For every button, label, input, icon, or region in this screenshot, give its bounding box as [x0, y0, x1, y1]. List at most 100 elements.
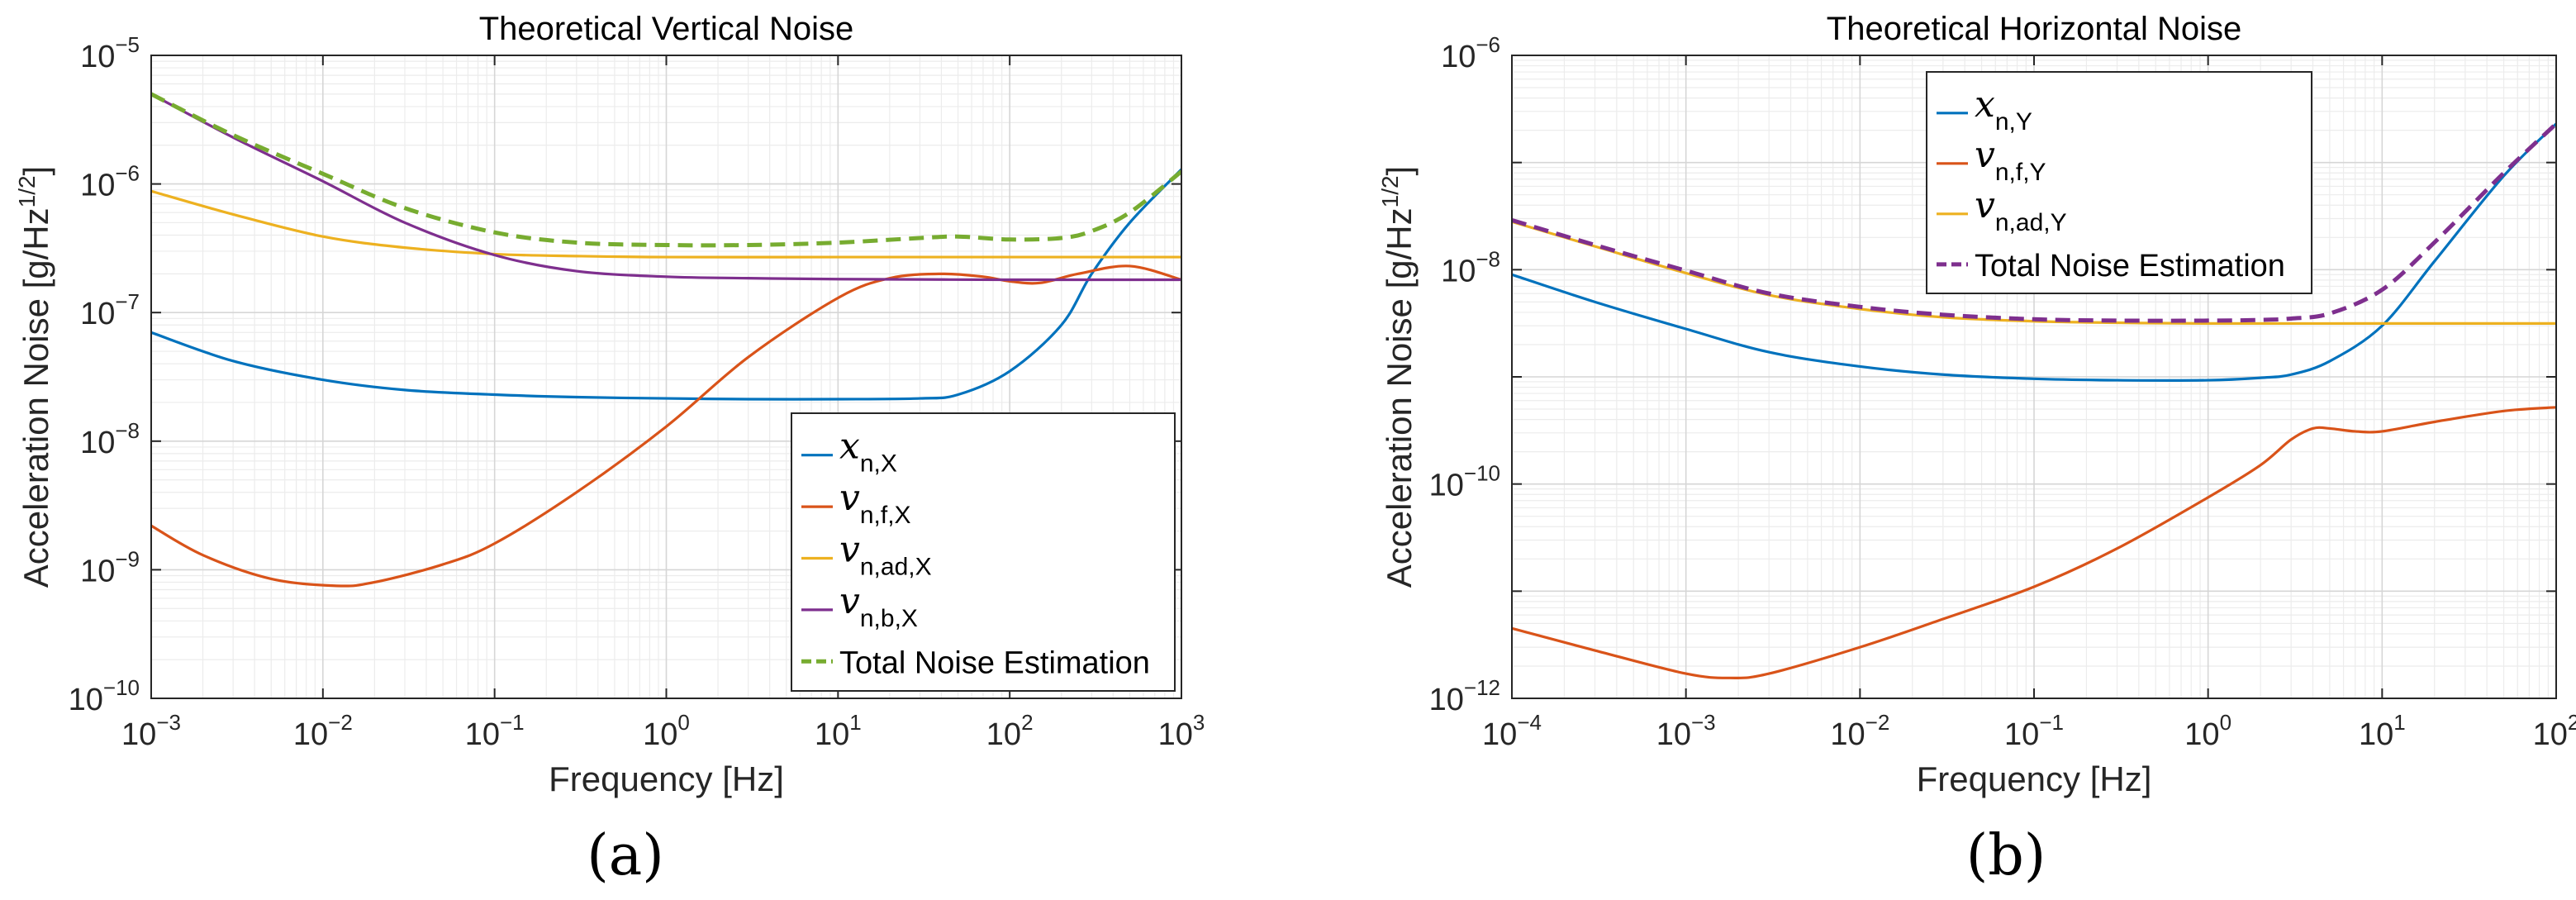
- legend-item: Total Noise Estimation: [801, 645, 1150, 680]
- y-label-exponent: 1/2: [14, 175, 40, 207]
- y-label-exponent: 1/2: [1377, 175, 1403, 207]
- tick-base: 10: [1429, 469, 1464, 503]
- tick-exponent: 1: [849, 710, 861, 735]
- legend-box: [791, 412, 1176, 692]
- y-label-main: Acceleration Noise [g/Hz: [17, 207, 55, 588]
- series-line-total-noise-estimation: [151, 92, 1181, 248]
- tick-exponent: −10: [103, 675, 140, 700]
- legend-item: vn,ad,X: [801, 528, 932, 580]
- chart-vertical-noise: 10−3 10−2 10−1 100 101 102 10310−1010−910−810−…: [14, 11, 1205, 888]
- x-tick-label: 101: [2359, 710, 2406, 752]
- tick-base: 10: [1830, 717, 1865, 752]
- tick-exponent: −8: [115, 418, 140, 443]
- x-tick-label: 102: [986, 710, 1034, 752]
- tick-base: 10: [293, 717, 328, 752]
- series-line-v-n-ad-x: [151, 189, 1181, 259]
- y-tick-label: 10−6: [80, 161, 140, 203]
- tick-exponent: −5: [115, 32, 140, 57]
- chart-title: Theoretical Horizontal Noise: [1827, 11, 2241, 47]
- tick-base: 10: [80, 297, 115, 331]
- legend-subscript: n,f,X: [860, 502, 911, 529]
- legend-subscript: n,ad,Y: [1995, 209, 2067, 236]
- x-tick-label: 10−1: [465, 710, 525, 752]
- tick-base: 10: [2533, 717, 2568, 752]
- tick-exponent: −12: [1464, 675, 1500, 700]
- panel-label: (b): [1966, 823, 2046, 888]
- series-line-total-noise-estimation: [1512, 121, 2556, 323]
- legend-label: vn,b,X: [839, 580, 918, 632]
- tick-exponent: −1: [2039, 710, 2064, 735]
- legend-item: xn,Y: [1937, 83, 2032, 136]
- x-tick-label: 100: [643, 710, 690, 752]
- legend-item: xn,X: [801, 426, 897, 478]
- x-tick-label: 10−1: [2004, 710, 2064, 752]
- legend-text: Total Noise Estimation: [839, 645, 1150, 680]
- legend-subscript: n,ad,X: [860, 553, 932, 580]
- y-tick-label: 10−8: [80, 418, 140, 460]
- tick-base: 10: [80, 169, 115, 203]
- x-tick-label: 100: [2184, 710, 2231, 752]
- legend-item: Total Noise Estimation: [1937, 249, 2285, 283]
- legend-label: Total Noise Estimation: [1975, 249, 2285, 283]
- x-tick-label: 10−3: [121, 710, 181, 752]
- tick-exponent: −2: [1865, 710, 1890, 735]
- legend-item: vn,b,X: [801, 580, 918, 632]
- tick-exponent: 2: [2568, 710, 2576, 735]
- tick-base: 10: [2004, 717, 2039, 752]
- series-line-v-n-f-y: [1512, 406, 2556, 679]
- legend-box: [1926, 71, 2312, 294]
- legend-label: vn,f,Y: [1975, 134, 2046, 186]
- tick-base: 10: [2359, 717, 2393, 752]
- series-line-v-n-f-x: [151, 264, 1181, 588]
- legend-label: vn,ad,X: [839, 528, 932, 580]
- panel-label: (a): [587, 823, 664, 888]
- legend-subscript: n,X: [860, 450, 897, 478]
- legend-symbol: v: [1975, 134, 1995, 176]
- tick-base: 10: [1441, 40, 1476, 74]
- tick-exponent: 3: [1193, 710, 1205, 735]
- legend-symbol: v: [839, 477, 860, 519]
- y-tick-label: 10−7: [80, 289, 140, 331]
- y-label-close: ]: [1380, 166, 1419, 176]
- tick-base: 10: [815, 717, 849, 752]
- x-tick-label: 101: [815, 710, 862, 752]
- chart-title: Theoretical Vertical Noise: [479, 11, 854, 47]
- legend-symbol: x: [839, 426, 860, 468]
- tick-base: 10: [80, 426, 115, 460]
- tick-base: 10: [69, 683, 103, 717]
- x-tick-label: 103: [1158, 710, 1205, 752]
- legend-symbol: x: [1975, 83, 1995, 126]
- tick-exponent: −9: [115, 546, 140, 571]
- legend-item: vn,f,Y: [1937, 134, 2046, 186]
- chart-horizontal-noise: 10−4 10−3 10−2 10−1 100 101 10210−1210−1010−81…: [1377, 11, 2576, 888]
- tick-base: 10: [1158, 717, 1193, 752]
- tick-exponent: −8: [1476, 246, 1500, 271]
- tick-exponent: 2: [1021, 710, 1033, 735]
- tick-exponent: −10: [1464, 461, 1500, 486]
- legend-label: vn,f,X: [839, 477, 911, 529]
- series-group: [151, 92, 1181, 588]
- legend-item: vn,f,X: [801, 477, 911, 529]
- legend-symbol: v: [1975, 184, 1995, 226]
- x-axis-label: Frequency [Hz]: [1917, 760, 2152, 798]
- tick-base: 10: [80, 40, 115, 74]
- legend-label: Total Noise Estimation: [839, 645, 1150, 680]
- y-tick-label: 10−6: [1441, 32, 1500, 74]
- series-line-v-n-ad-y: [1512, 220, 2556, 326]
- legend-label: xn,Y: [1975, 83, 2032, 136]
- y-tick-label: 10−12: [1429, 675, 1500, 717]
- series-line-x-n-x: [151, 168, 1181, 401]
- y-tick-label: 10−5: [80, 32, 140, 74]
- legend-symbol: v: [839, 528, 860, 570]
- tick-exponent: −4: [1517, 710, 1542, 735]
- tick-exponent: −7: [115, 289, 140, 314]
- tick-exponent: −3: [156, 710, 181, 735]
- series-line-v-n-b-x: [151, 93, 1181, 282]
- x-tick-label: 10−3: [1656, 710, 1716, 752]
- tick-exponent: 1: [2393, 710, 2405, 735]
- tick-base: 10: [465, 717, 500, 752]
- legend-subscript: n,f,Y: [1995, 159, 2046, 186]
